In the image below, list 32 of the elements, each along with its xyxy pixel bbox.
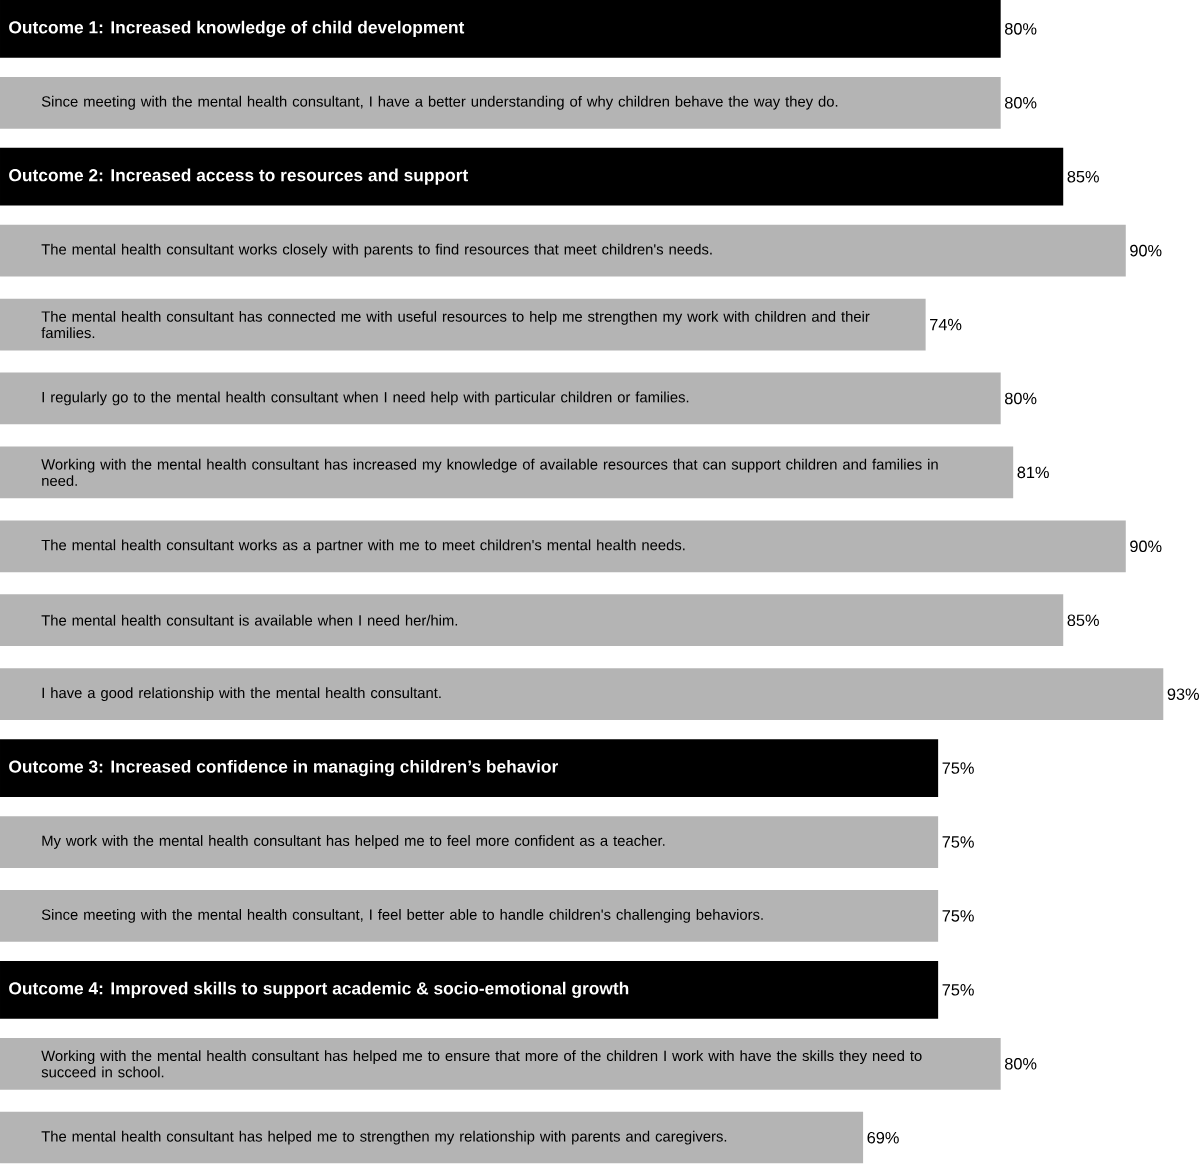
data-label: 75% xyxy=(942,910,974,922)
data-label: 80% xyxy=(1005,97,1037,109)
data-label: 90% xyxy=(1130,245,1162,257)
data-label: 80% xyxy=(1005,23,1037,35)
y-tick-label: The mental health consultant works as a partner with me to meet children's mental health needs. xyxy=(41,539,685,554)
y-tick-label: Outcome 2: Increased access to resources and support xyxy=(9,168,469,185)
data-label: 69% xyxy=(867,1132,899,1144)
y-tick-label: My work with the mental health consultant has helped me to feel more confident as a teacher. xyxy=(42,835,665,850)
data-label: 93% xyxy=(1167,688,1200,701)
data-label: 80% xyxy=(1005,1058,1037,1070)
y-tick-label: Outcome 1: Increased knowledge of child development xyxy=(9,20,465,38)
y-tick-label: The mental health consultant has helped me to strengthen my relationship with parents and caregivers. xyxy=(41,1131,727,1145)
y-tick-label: The mental health consultant works closely with parents to find resources that meet children's needs. xyxy=(41,243,712,258)
y-tick-label: Since meeting with the mental health consultant, I have a better understanding of why children behave the way they do. xyxy=(41,96,838,110)
y-tick-label: I regularly go to the mental health consultant when I need help with particular children or families. xyxy=(42,391,689,406)
data-label: 80% xyxy=(1005,392,1037,405)
data-label: 90% xyxy=(1130,540,1162,553)
y-tick-label: Working with the mental health consultant has helped me to ensure that more of the children I work with have the skills they need to succeed in school. xyxy=(41,1050,922,1078)
y-tick-label: I have a good relationship with the mental health consultant. xyxy=(42,687,441,702)
data-label: 74% xyxy=(930,319,962,331)
data-label: 85% xyxy=(1067,171,1099,183)
data-label: 75% xyxy=(942,762,974,775)
y-tick-label: The mental health consultant has connected me with useful resources to help me strengthen my work with children and their families. xyxy=(41,311,870,339)
y-tick-label: Working with the mental health consultant has increased my knowledge of available resources that can support children and families in need. xyxy=(41,458,938,487)
data-label: 85% xyxy=(1067,614,1099,627)
y-tick-label: Outcome 4: Improved skills to support academic & socio-emotional growth xyxy=(9,981,629,999)
data-label: 75% xyxy=(942,836,974,848)
y-tick-label: Outcome 3: Increased confidence in managing children’s behavior xyxy=(9,760,558,777)
data-label: 75% xyxy=(942,984,974,996)
y-tick-label: The mental health consultant is available when I need her/him. xyxy=(41,615,458,626)
y-tick-label: Since meeting with the mental health consultant, I feel better able to handle children's challenging behaviors. xyxy=(41,909,763,924)
data-label: 81% xyxy=(1017,466,1049,479)
